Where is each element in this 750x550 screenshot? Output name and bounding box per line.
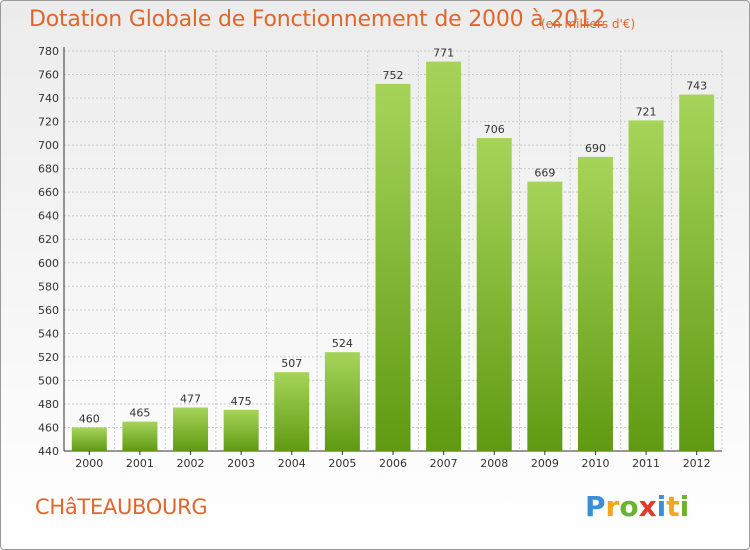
bar-value-label: 706: [484, 123, 505, 136]
bar-2003: [223, 409, 259, 451]
bar-value-label: 465: [129, 407, 150, 420]
bar-2005: [324, 352, 360, 451]
y-tick-label: 560: [38, 304, 59, 317]
bar-2007: [426, 61, 462, 452]
y-tick-label: 440: [38, 445, 59, 458]
bar-value-label: 690: [585, 142, 606, 155]
bar-2008: [476, 138, 512, 451]
y-tick-label: 460: [38, 421, 59, 434]
y-tick-label: 600: [38, 257, 59, 270]
x-tick-label: 2003: [227, 457, 255, 470]
y-tick-label: 520: [38, 351, 59, 364]
y-tick-label: 620: [38, 233, 59, 246]
x-tick-label: 2007: [430, 457, 458, 470]
proxiti-logo[interactable]: Proxiti: [585, 490, 689, 523]
axes: 440 460 480 500 520 540 560 580 600 620 640 660 680 7…: [38, 45, 722, 470]
x-tick-label: 2008: [480, 457, 508, 470]
bar-value-label: 460: [79, 412, 100, 425]
bar-2010: [577, 156, 613, 451]
bar-2002: [173, 407, 209, 451]
x-tick-label: 2004: [278, 457, 306, 470]
logo-letter: i: [679, 490, 690, 523]
x-tick-label: 2011: [632, 457, 660, 470]
y-tick-label: 580: [38, 280, 59, 293]
bar-value-label: 669: [534, 167, 555, 180]
bar-2009: [527, 181, 563, 451]
x-tick-label: 2010: [581, 457, 609, 470]
y-tick-label: 500: [38, 374, 59, 387]
bar-2006: [375, 83, 411, 452]
bar-2004: [274, 372, 310, 451]
x-tick-label: 2000: [75, 457, 103, 470]
bar-2000: [71, 427, 107, 451]
chart-subtitle: (en milliers d'€): [541, 17, 636, 31]
bar-value-label: 771: [433, 47, 454, 60]
logo-letter: P: [585, 490, 606, 523]
x-tick-label: 2005: [328, 457, 356, 470]
bar-value-label: 507: [281, 357, 302, 370]
y-tick-label: 700: [38, 139, 59, 152]
x-tick-label: 2002: [177, 457, 205, 470]
y-tick-label: 480: [38, 398, 59, 411]
y-tick-label: 680: [38, 163, 59, 176]
bar-2012: [679, 94, 715, 451]
bar-value-label: 524: [332, 337, 353, 350]
bar-value-label: 721: [636, 105, 657, 118]
logo-letter: t: [666, 490, 680, 523]
x-tick-label: 2001: [126, 457, 154, 470]
bar-value-label: 477: [180, 392, 201, 405]
x-tick-label: 2009: [531, 457, 559, 470]
y-tick-label: 640: [38, 210, 59, 223]
bar-value-label: 743: [686, 80, 707, 93]
y-tick-label: 660: [38, 186, 59, 199]
logo-letter: x: [638, 490, 657, 523]
logo-letter: o: [619, 490, 639, 523]
x-tick-label: 2012: [683, 457, 711, 470]
y-tick-label: 760: [38, 69, 59, 82]
logo-letter: r: [605, 490, 620, 523]
logo-letter: i: [656, 490, 667, 523]
bar-2001: [122, 421, 158, 451]
city-name: CHâTEAUBOURG: [35, 495, 208, 519]
labels: 460 465 477 475 507 524 752 771 706 669 690 721 743: [79, 47, 707, 426]
y-tick-label: 740: [38, 92, 59, 105]
y-tick-label: 780: [38, 45, 59, 58]
x-tick-label: 2006: [379, 457, 407, 470]
bars: [71, 61, 715, 452]
bar-value-label: 475: [231, 395, 252, 408]
y-tick-label: 540: [38, 327, 59, 340]
y-tick-label: 720: [38, 116, 59, 129]
bar-value-label: 752: [383, 69, 404, 82]
chart-title: Dotation Globale de Fonctionnement de 20…: [29, 7, 606, 32]
bar-2011: [628, 120, 664, 451]
